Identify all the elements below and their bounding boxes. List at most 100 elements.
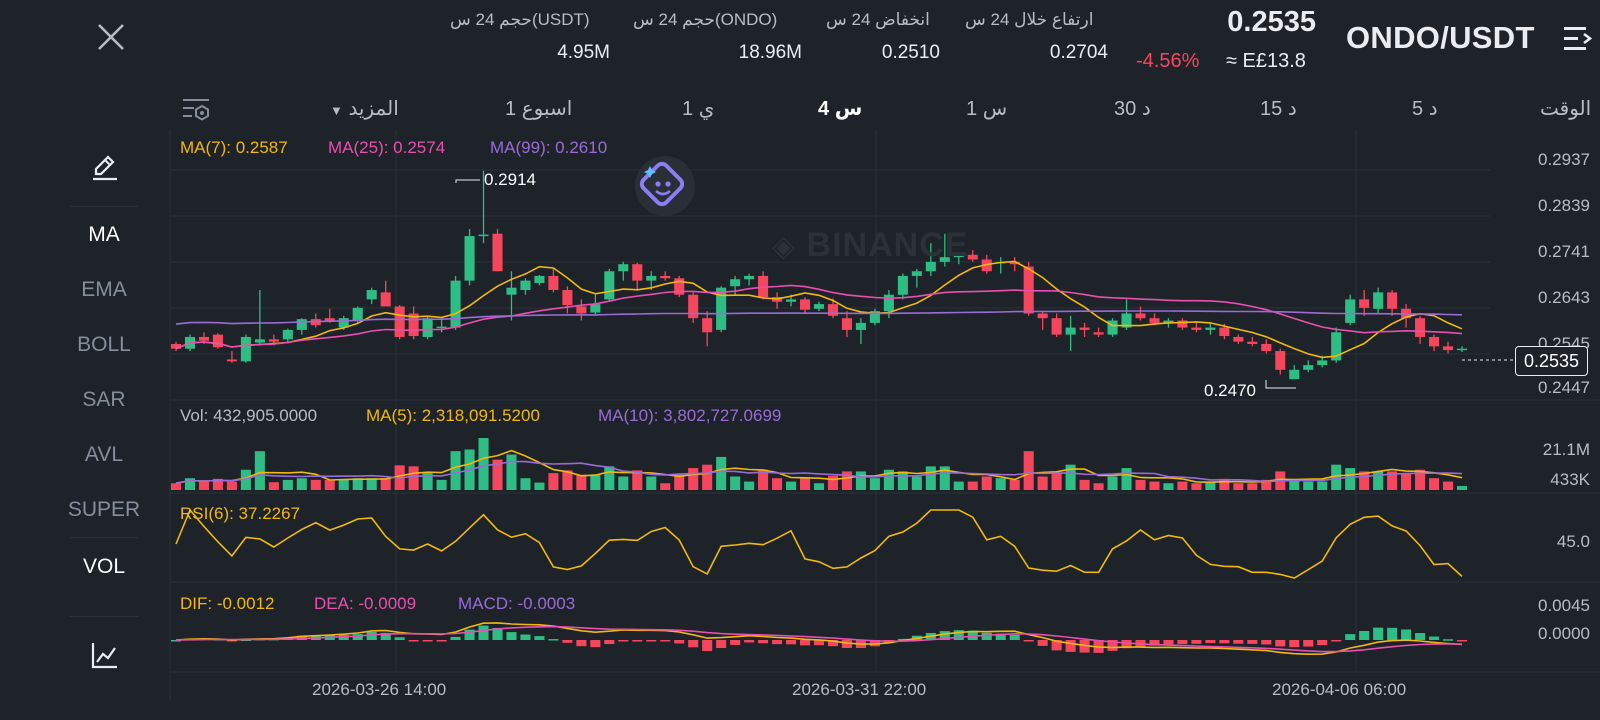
volume-bar [841,471,852,490]
volume-bar [967,481,978,490]
volume-bar [352,478,363,490]
candle-body [1303,365,1314,370]
candle-body [296,319,307,330]
candle-body [1177,320,1188,328]
volume-bar [1219,478,1230,490]
volume-bar [1261,479,1272,490]
sidebar-item-sar[interactable]: SAR [82,388,126,411]
tab-30m[interactable]: 30 د [1114,98,1151,120]
time-axis-label: 2026-03-26 14:00 [312,680,447,699]
candle-body [352,307,363,321]
stat-value-24h-low: 0.2510 [881,42,940,63]
macd-bar [352,634,363,640]
tab-4h[interactable]: 4 س [818,98,863,120]
sidebar-item-vol[interactable]: VOL [82,555,126,578]
volume-bar [492,459,503,490]
price-axis-label: 0.2447 [1538,378,1590,397]
macd-bar [632,640,643,642]
volume-bar [422,473,433,490]
candle-body [925,261,936,272]
candle-body [897,275,908,295]
macd-bar [1233,640,1244,644]
sidebar-item-avl[interactable]: AVL [84,443,124,466]
draw-tool-icon[interactable] [90,152,120,182]
candle-body [674,278,685,295]
sidebar-item-boll[interactable]: BOLL [77,333,131,356]
chart-settings-icon[interactable] [181,96,211,122]
volume-bar [562,470,573,490]
sidebar-item-ema[interactable]: EMA [81,278,127,301]
stat-value-ondo-volume: 18.96M [738,42,802,63]
tab-5m[interactable]: 5 د [1412,98,1438,120]
candle-body [268,339,279,342]
volume-bars [170,438,1468,490]
pair-title[interactable]: ONDO/USDT [1346,20,1535,55]
volume-bar [1401,473,1412,490]
macd-bar [897,638,908,641]
volume-bar [366,478,377,490]
ai-assistant-icon[interactable] [632,156,698,218]
tab-15m[interactable]: 15 د [1260,98,1297,120]
macd-axis-label: 0.0000 [1538,624,1590,643]
volume-bar [716,456,727,490]
tab-1h[interactable]: 1 س [966,98,1008,120]
volume-bar [632,470,643,490]
high-marker-label: 0.2914 [484,170,536,189]
candle-body [869,311,880,323]
volume-bar [1009,479,1020,490]
candle-body [1331,332,1342,361]
volume-bar [813,483,825,490]
dif-line [175,622,1463,656]
vol-ma5-line [175,449,1463,484]
low-marker-label: 0.2470 [1204,381,1256,400]
candle-body [1261,344,1272,352]
candle-body [240,336,251,362]
macd-bar [1317,640,1328,646]
macd-bar [730,640,741,645]
volume-bar [380,478,391,490]
stat-label-ondo-volume: حجم 24 س(ONDO) [633,10,778,29]
macd-bar [1289,640,1300,648]
stat-label-usdt-volume: حجم 24 س(USDT) [450,10,590,29]
candle-body [883,294,894,312]
macd-bar [408,640,419,642]
volume-bar [702,464,713,490]
candle-body [855,322,866,330]
tab-1w[interactable]: 1 اسبوع [505,98,573,120]
candle-body [953,254,964,258]
volume-bar [408,466,419,490]
volume-bar [995,478,1006,490]
rsi-axis-label: 45.0 [1556,532,1590,551]
sidebar-item-super[interactable]: SUPER [67,498,141,521]
volume-bar [618,476,629,490]
macd-bar [562,640,573,643]
pair-menu-icon[interactable] [1562,24,1594,54]
macd-bar [841,640,852,649]
tab-more[interactable]: ▼ المزيد [330,96,399,121]
macd-bar [813,640,825,646]
dif-legend: DIF: -0.0012 [180,594,275,613]
macd-bar [450,636,461,640]
volume-bar [548,473,559,490]
volume-bar [646,476,657,490]
price-change-percent: -4.56% [1136,50,1200,72]
volume-bar [827,475,839,490]
candle-body [548,275,559,291]
volume-bar [1233,483,1244,490]
macd-bar [604,640,615,645]
macd-legend: MACD: -0.0003 [458,594,576,613]
close-icon[interactable] [96,20,126,54]
volume-bar [674,474,685,490]
macd-bar [520,634,531,640]
macd-bar [981,632,992,640]
macd-bar [1456,640,1468,642]
indicator-chart-icon[interactable] [90,640,120,670]
macd-bar [1261,640,1272,645]
tab-1d[interactable]: 1 ي [682,98,715,120]
candle-body [338,318,349,328]
current-price-tag: 0.2535 [1514,346,1588,376]
candle-body [1359,299,1370,308]
binance-watermark: ◈ BINANCE [772,226,968,265]
sidebar-item-ma[interactable]: MA [88,223,120,246]
